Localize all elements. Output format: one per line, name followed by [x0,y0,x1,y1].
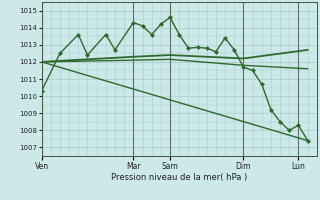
X-axis label: Pression niveau de la mer( hPa ): Pression niveau de la mer( hPa ) [111,173,247,182]
